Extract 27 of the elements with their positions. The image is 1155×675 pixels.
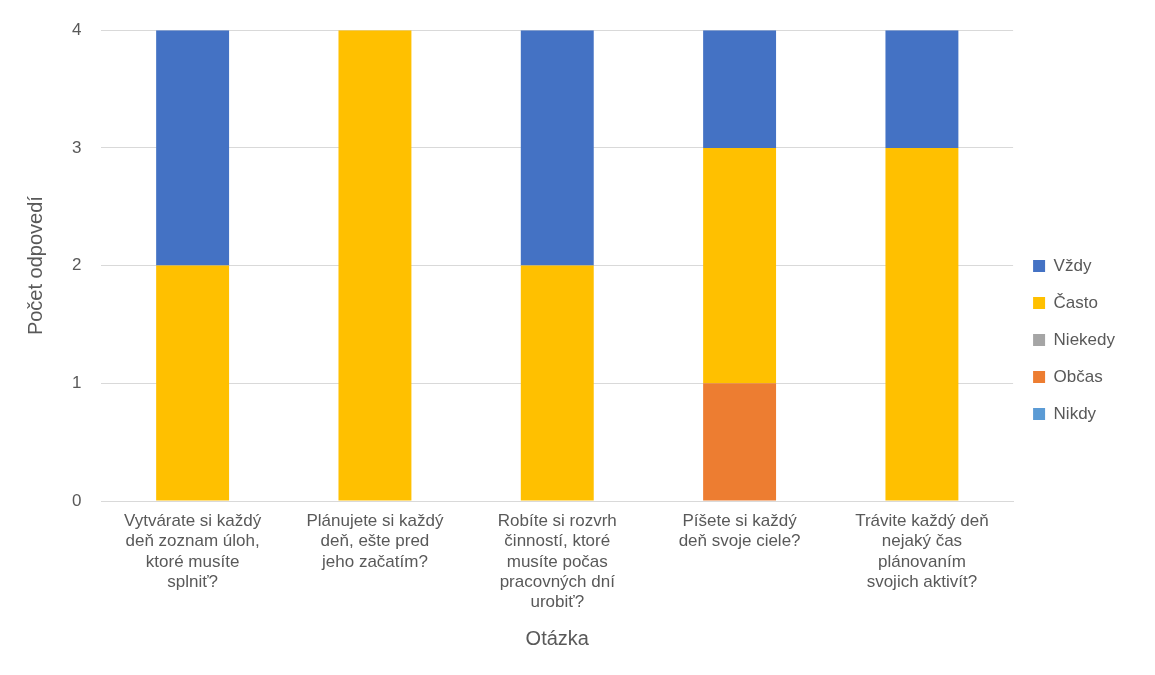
x-tick-label: Trávite každý deň nejaký čas plánovaním svojich aktivít? [855,510,989,592]
bar [156,265,230,501]
bar [885,147,959,501]
legend-label: Občas [1053,366,1103,386]
y-tick-label: 1 [71,372,82,392]
bar [885,30,959,148]
bar [338,30,412,501]
legend-label: Nikdy [1053,403,1097,423]
bar [703,30,777,148]
y-tick-label: 0 [71,490,82,510]
legend-label: Často [1053,292,1098,312]
x-tick-label: Robíte si rozvrh činností, ktoré musíte počas pracovných dní urobiť? [497,510,617,612]
bar [703,383,777,501]
legend-label: Niekedy [1053,329,1116,349]
x-tick-label: Píšete si každý deň svoje ciele? [678,510,801,551]
bar [703,147,777,384]
bar [156,30,230,266]
legend-label: Vždy [1053,255,1092,275]
bar [520,265,594,501]
x-tick-label: Plánujete si každý deň, ešte pred jeho začatím? [306,510,444,571]
y-axis-title: Počet odpovedí [23,195,46,336]
bar [520,30,594,266]
x-tick-label: Vytvárate si každý deň zoznam úloh, ktoré musíte splniť? [123,510,262,592]
y-tick-label: 2 [71,255,82,275]
y-tick-label: 4 [71,19,82,39]
x-axis-title: Otázka [525,626,590,649]
y-tick-label: 3 [71,137,82,157]
